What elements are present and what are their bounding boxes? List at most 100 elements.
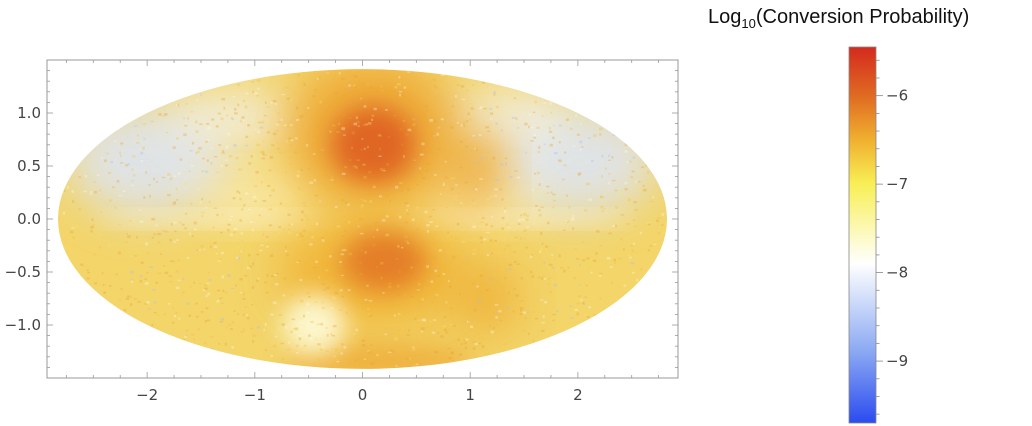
texture-speck bbox=[503, 210, 507, 213]
texture-speck bbox=[458, 353, 463, 356]
texture-speck bbox=[217, 260, 221, 262]
texture-speck bbox=[353, 75, 358, 78]
texture-speck bbox=[363, 335, 367, 337]
texture-speck bbox=[241, 116, 245, 119]
texture-speck bbox=[522, 311, 527, 314]
texture-speck bbox=[107, 171, 112, 174]
texture-speck bbox=[366, 308, 370, 310]
texture-speck bbox=[397, 293, 400, 296]
texture-speck bbox=[624, 143, 628, 147]
texture-speck bbox=[389, 349, 394, 353]
texture-speck bbox=[493, 91, 497, 94]
colorbar-axis: −6 −7 −8 −9 bbox=[876, 59, 908, 415]
texture-speck bbox=[444, 176, 448, 179]
texture-speck bbox=[281, 93, 286, 96]
texture-speck bbox=[372, 236, 375, 239]
texture-speck bbox=[244, 105, 248, 109]
texture-speck bbox=[600, 205, 604, 209]
texture-speck bbox=[133, 254, 138, 257]
texture-speck bbox=[372, 227, 374, 230]
texture-speck bbox=[111, 186, 115, 188]
texture-speck bbox=[646, 171, 650, 174]
texture-speck bbox=[106, 152, 109, 155]
texture-speck bbox=[179, 158, 183, 161]
texture-speck bbox=[548, 290, 553, 294]
texture-speck bbox=[205, 138, 210, 141]
texture-speck bbox=[329, 255, 332, 258]
texture-speck bbox=[266, 274, 269, 277]
texture-speck bbox=[474, 357, 479, 361]
texture-speck bbox=[203, 289, 206, 292]
texture-speck bbox=[567, 266, 570, 269]
texture-speck bbox=[256, 326, 261, 329]
texture-speck bbox=[144, 303, 147, 305]
texture-speck bbox=[262, 199, 267, 202]
texture-speck bbox=[406, 334, 411, 336]
texture-speck bbox=[352, 332, 357, 335]
texture-speck bbox=[525, 218, 529, 221]
texture-speck bbox=[421, 216, 423, 220]
texture-speck bbox=[450, 352, 453, 355]
texture-speck bbox=[200, 192, 203, 195]
texture-speck bbox=[249, 221, 254, 223]
texture-speck bbox=[586, 257, 590, 260]
texture-speck bbox=[455, 237, 459, 240]
texture-speck bbox=[528, 125, 530, 129]
texture-speck bbox=[517, 223, 521, 225]
texture-speck bbox=[509, 176, 513, 178]
texture-speck bbox=[290, 330, 293, 333]
texture-speck bbox=[130, 270, 134, 274]
texture-speck bbox=[426, 265, 430, 268]
texture-speck bbox=[432, 331, 436, 334]
texture-speck bbox=[333, 225, 337, 228]
texture-speck bbox=[460, 202, 463, 204]
texture-speck bbox=[633, 201, 637, 204]
texture-speck bbox=[620, 238, 623, 241]
texture-speck bbox=[403, 86, 407, 89]
colorbar-tick-label: −9 bbox=[886, 352, 908, 370]
texture-speck bbox=[433, 257, 436, 260]
texture-speck bbox=[227, 228, 230, 231]
texture-speck bbox=[642, 188, 647, 192]
texture-speck bbox=[140, 151, 144, 155]
texture-speck bbox=[494, 304, 499, 306]
texture-speck bbox=[514, 170, 518, 172]
texture-speck bbox=[442, 182, 445, 184]
texture-speck bbox=[315, 337, 318, 341]
texture-speck bbox=[515, 294, 519, 297]
texture-speck bbox=[450, 126, 454, 129]
texture-speck bbox=[337, 122, 341, 126]
texture-speck bbox=[64, 247, 68, 249]
texture-speck bbox=[225, 145, 229, 149]
texture-speck bbox=[279, 336, 283, 339]
texture-speck bbox=[517, 127, 520, 129]
texture-speck bbox=[474, 342, 478, 346]
texture-speck bbox=[282, 228, 286, 231]
texture-speck bbox=[546, 221, 550, 225]
texture-speck bbox=[232, 96, 235, 98]
texture-speck bbox=[301, 344, 303, 346]
texture-speck bbox=[269, 155, 274, 159]
texture-speck bbox=[118, 194, 122, 197]
texture-speck bbox=[72, 201, 76, 204]
texture-speck bbox=[256, 143, 260, 146]
colorbar-title: Log10(Conversion Probability) bbox=[708, 6, 969, 31]
texture-speck bbox=[303, 344, 307, 347]
texture-speck bbox=[186, 302, 190, 305]
texture-speck bbox=[408, 121, 411, 124]
texture-speck bbox=[322, 288, 327, 291]
texture-speck bbox=[489, 239, 493, 243]
texture-speck bbox=[153, 301, 157, 304]
texture-speck bbox=[464, 181, 468, 184]
texture-speck bbox=[338, 72, 341, 75]
texture-speck bbox=[370, 344, 373, 346]
texture-speck bbox=[451, 104, 454, 108]
texture-speck bbox=[242, 298, 245, 300]
texture-speck bbox=[116, 179, 120, 183]
texture-speck bbox=[91, 218, 94, 221]
texture-speck bbox=[120, 144, 123, 146]
texture-speck bbox=[177, 279, 181, 281]
texture-speck bbox=[565, 195, 569, 198]
texture-speck bbox=[402, 155, 405, 158]
texture-speck bbox=[495, 122, 498, 125]
